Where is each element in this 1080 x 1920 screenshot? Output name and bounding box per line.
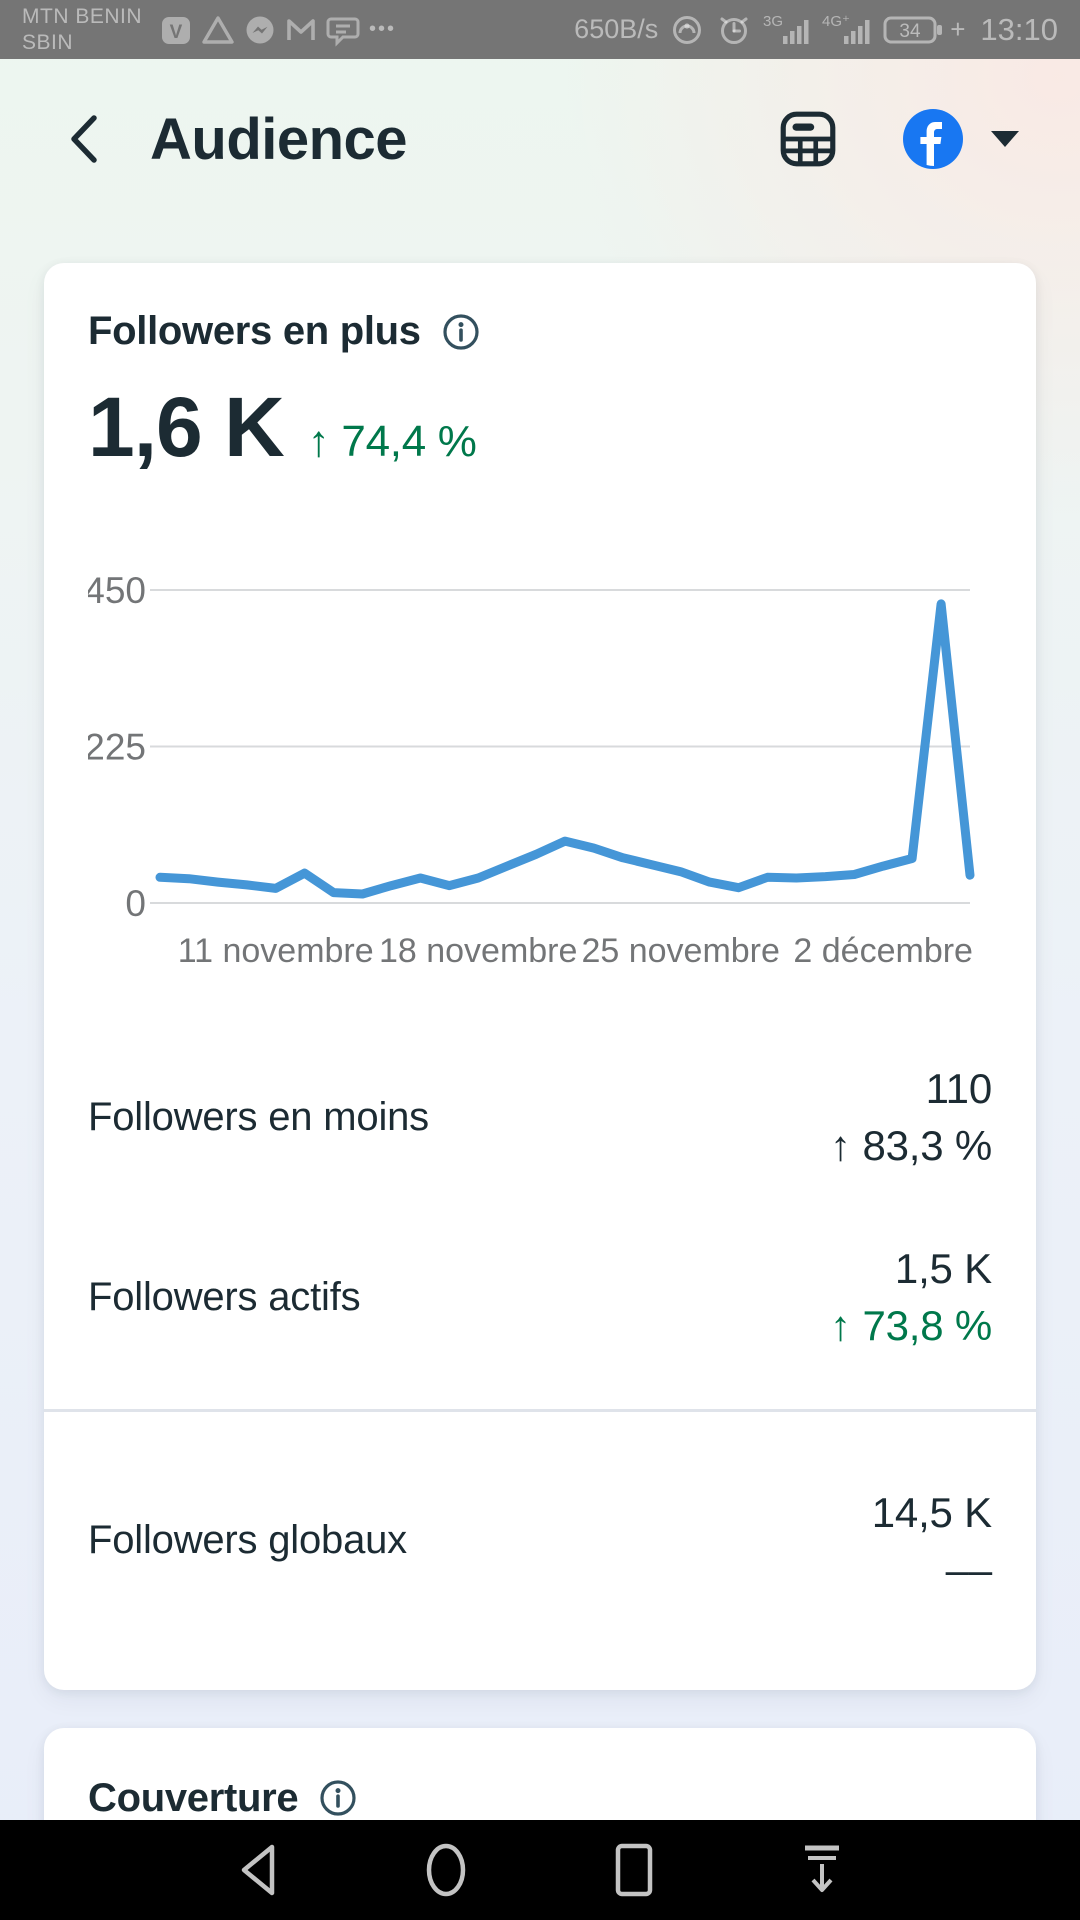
coverage-card-title: Couverture xyxy=(88,1775,299,1820)
nav-home-button[interactable] xyxy=(418,1838,474,1902)
card-divider xyxy=(44,1408,1036,1412)
page-title: Audience xyxy=(150,106,408,172)
back-chevron-icon xyxy=(71,115,97,163)
stat-row-active-followers: Followers actifs 1,5 K ↑ 73,8 % xyxy=(88,1200,992,1408)
info-icon[interactable] xyxy=(318,1778,358,1818)
followers-gained-metric: 1,6 K ↑ 74,4 % xyxy=(88,380,992,474)
svg-text:V: V xyxy=(170,22,183,43)
svg-text:0: 0 xyxy=(125,883,146,924)
data-table-button[interactable] xyxy=(776,107,840,171)
up-arrow-icon: ↑ xyxy=(830,1302,851,1350)
active-followers-label: Followers actifs xyxy=(88,1274,361,1319)
nav-back-icon xyxy=(241,1844,275,1896)
network-speed: 650B/s xyxy=(574,14,659,44)
more-dots-icon: ••• xyxy=(369,18,397,40)
followers-lost-values: 110 ↑ 83,3 % xyxy=(830,1060,992,1174)
active-followers-delta: ↑ 73,8 % xyxy=(830,1302,992,1349)
notification-icons: V ••• xyxy=(160,13,396,47)
followers-card: Followers en plus 1,6 K ↑ 74,4 % 0 225 450… xyxy=(44,263,1036,1690)
status-bar-right: 650B/s 3G 4G⁺ 34 + 13:10 xyxy=(574,12,1058,48)
active-followers-values: 1,5 K ↑ 73,8 % xyxy=(830,1240,992,1354)
total-followers-delta: –– xyxy=(945,1545,993,1593)
active-followers-value: 1,5 K xyxy=(894,1245,992,1293)
svg-text:2 décembre: 2 décembre xyxy=(793,932,973,970)
header: Audience xyxy=(0,59,1080,219)
followers-gained-delta: ↑ 74,4 % xyxy=(308,417,477,467)
account-switcher[interactable] xyxy=(902,108,1022,170)
chat-bubble-icon xyxy=(326,17,360,47)
info-icon[interactable] xyxy=(441,312,481,352)
followers-lost-value: 110 xyxy=(925,1065,993,1113)
up-arrow-icon: ↑ xyxy=(830,1122,851,1170)
followers-lost-label: Followers en moins xyxy=(88,1094,429,1139)
status-bar: MTN BENIN SBIN V ••• 650B/s 3G 4G⁺ 34 + … xyxy=(0,0,1080,59)
battery-icon: 34 xyxy=(883,16,943,43)
svg-text:450: 450 xyxy=(88,570,146,611)
nav-home-icon xyxy=(426,1843,466,1897)
svg-text:25 novembre: 25 novembre xyxy=(581,932,779,970)
followers-chart-container: 0 225 450 11 novembre 18 novembre 25 novembre… xyxy=(88,518,992,988)
facebook-logo-icon xyxy=(903,109,963,169)
android-nav-bar xyxy=(0,1820,1080,1920)
alarm-clock-icon xyxy=(720,17,748,44)
svg-text:4G⁺: 4G⁺ xyxy=(822,13,850,30)
carrier-line2: SBIN xyxy=(22,30,74,54)
carrier-line1: MTN BENIN xyxy=(22,5,142,29)
followers-chart: 0 225 450 11 novembre 18 novembre 25 novembre… xyxy=(88,570,975,970)
svg-text:3G: 3G xyxy=(763,13,783,30)
messenger-icon xyxy=(246,16,274,43)
total-followers-label: Followers globaux xyxy=(88,1518,407,1563)
signal-3g-icon: 3G xyxy=(763,13,809,44)
stat-row-total-followers: Followers globaux 14,5 K –– xyxy=(88,1412,992,1644)
total-followers-value: 14,5 K xyxy=(871,1488,992,1536)
coverage-card-header: Couverture xyxy=(88,1776,992,1821)
svg-text:225: 225 xyxy=(88,727,146,768)
v-badge-icon: V xyxy=(162,16,190,44)
nav-hide-bar-button[interactable] xyxy=(794,1838,850,1902)
carrier-label: MTN BENIN SBIN xyxy=(22,4,142,54)
battery-charging-indicator: + xyxy=(950,14,966,44)
clock: 13:10 xyxy=(980,11,1058,47)
svg-text:18 novembre: 18 novembre xyxy=(379,932,577,970)
followers-lost-delta: ↑ 83,3 % xyxy=(830,1122,992,1169)
followers-gained-value: 1,6 K xyxy=(88,380,285,474)
total-followers-values: 14,5 K –– xyxy=(872,1484,992,1598)
followers-card-header: Followers en plus xyxy=(88,309,992,354)
nav-back-button[interactable] xyxy=(230,1838,286,1902)
followers-lost-delta-value: 83,3 % xyxy=(862,1122,992,1170)
hide-navbar-icon xyxy=(805,1845,839,1892)
svg-text:11 novembre: 11 novembre xyxy=(178,932,374,970)
followers-gained-delta-value: 74,4 % xyxy=(341,417,477,466)
warning-triangle-icon xyxy=(202,15,234,44)
active-followers-delta-value: 73,8 % xyxy=(862,1302,992,1350)
signal-4g-icon: 4G⁺ xyxy=(822,13,870,44)
gmail-icon xyxy=(287,18,315,40)
nav-recents-icon xyxy=(615,1843,653,1897)
battery-percent-svg: 34 xyxy=(900,21,922,42)
up-arrow-icon: ↑ xyxy=(307,417,330,466)
followers-card-title: Followers en plus xyxy=(88,309,421,353)
chevron-down-icon xyxy=(991,131,1019,147)
headset-icon xyxy=(673,15,702,44)
data-table-icon xyxy=(780,111,836,167)
nav-recents-button[interactable] xyxy=(606,1838,662,1902)
stat-row-followers-lost: Followers en moins 110 ↑ 83,3 % xyxy=(88,988,992,1200)
back-button[interactable] xyxy=(60,111,106,167)
